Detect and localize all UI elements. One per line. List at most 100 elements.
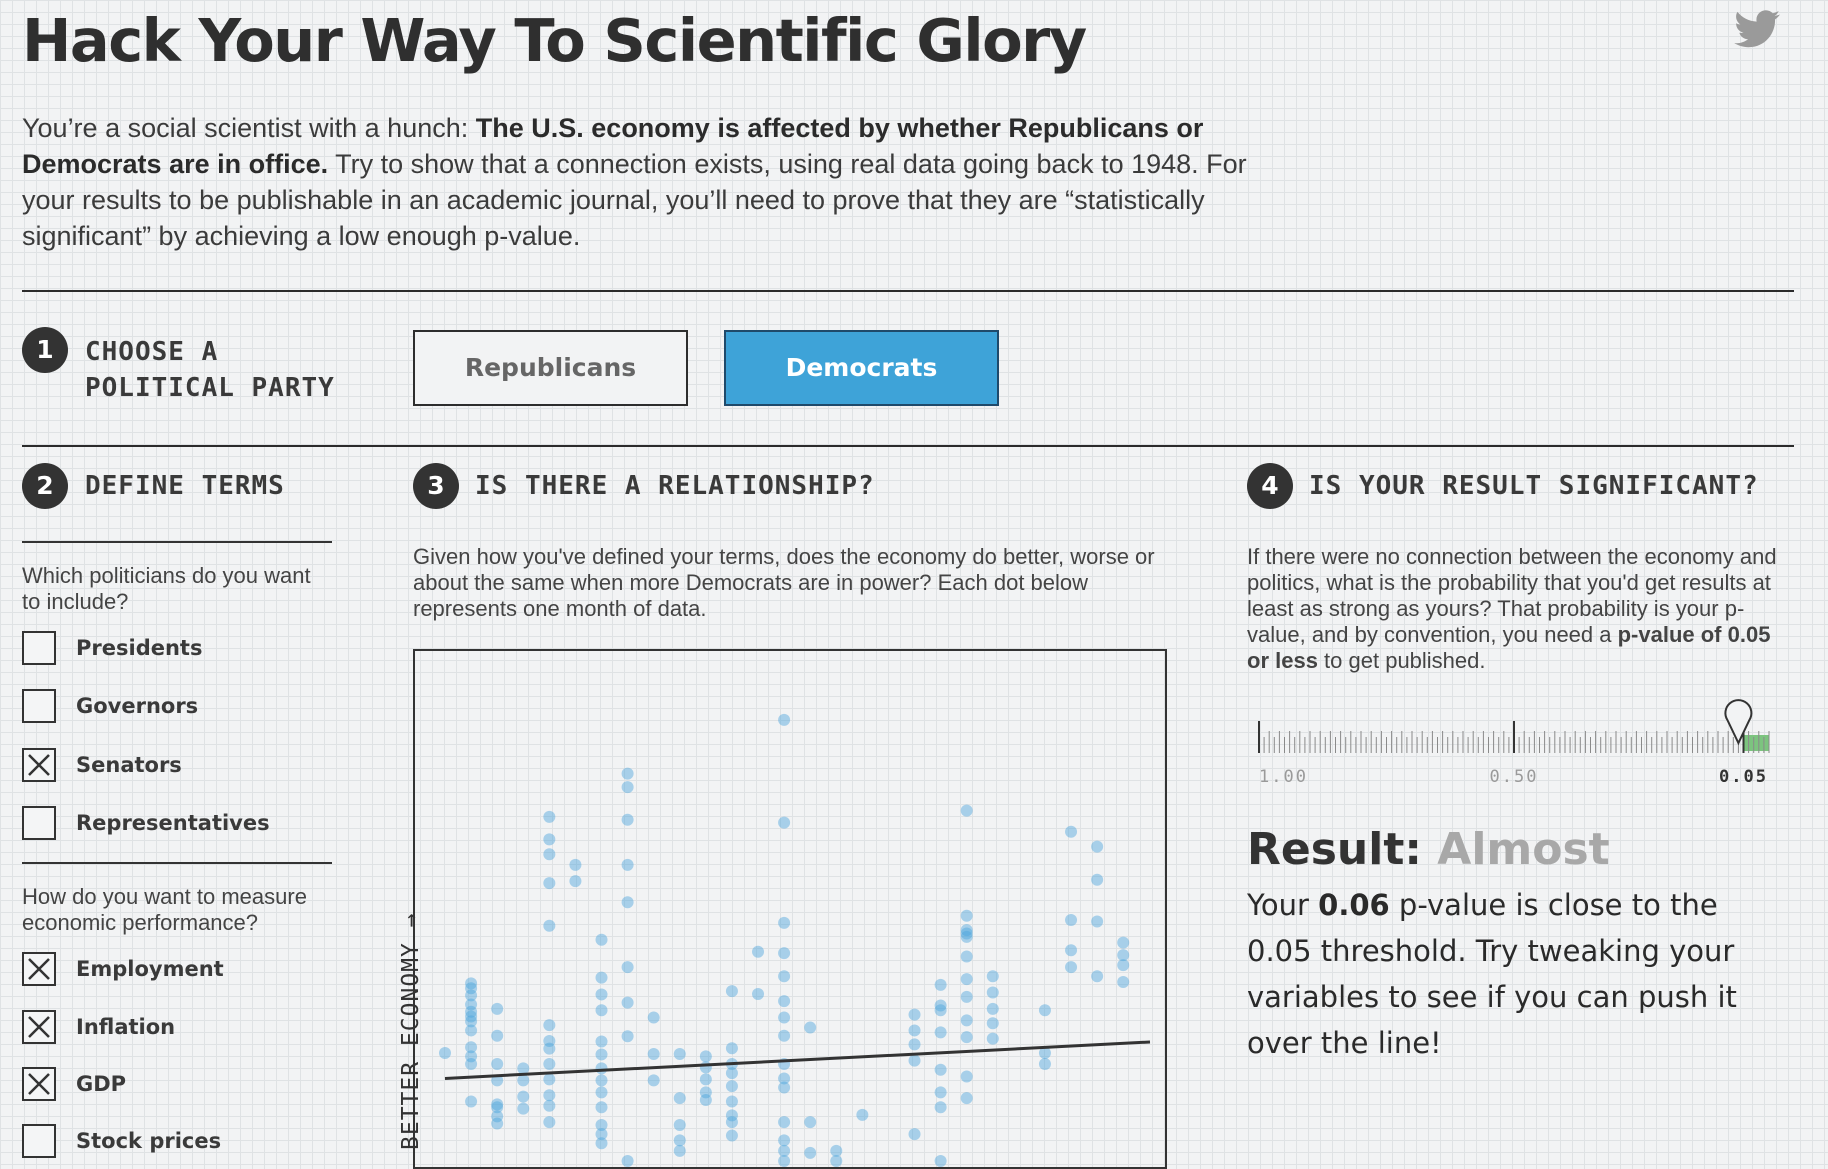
intro-paragraph: You’re a social scientist with a hunch: … [22,110,1262,254]
scatter-point [595,933,608,946]
scatter-point [1091,873,1104,886]
result-message: Your 0.06 p-value is close to the 0.05 t… [1247,882,1787,1066]
inflation-checkbox[interactable] [22,1010,56,1044]
divider [22,541,332,543]
gdp-label: GDP [76,1072,127,1096]
scatter-point [1038,1058,1051,1071]
stock-prices-checkbox[interactable] [22,1124,56,1158]
scatter-point [960,1070,973,1083]
scatter-point [986,1032,999,1045]
step-1-number: 1 [22,327,68,373]
scatter-point [778,713,791,726]
step-3-number: 3 [413,463,459,509]
scatter-point [1091,970,1104,983]
scatter-point [491,1098,504,1111]
intro-lead: You’re a social scientist with a hunch: [22,113,476,143]
scatter-point [1038,1004,1051,1017]
scatter-point [778,916,791,929]
stock-prices-label: Stock prices [76,1129,222,1153]
scatter-point [1091,840,1104,853]
republicans-button[interactable]: Republicans [413,330,688,406]
scatter-point [1065,825,1078,838]
scatter-point [439,1047,451,1059]
scatter-point [543,1073,556,1086]
scatter-point [778,947,791,960]
employment-checkbox[interactable] [22,952,56,986]
scatter-point [517,1090,530,1103]
scale-label: 0.50 [1490,767,1539,787]
divider [22,862,332,864]
scatter-point [543,833,556,846]
scatter-point [986,1002,999,1015]
result-label: Result: [1247,824,1422,875]
scatter-point [543,877,556,890]
scatter-point [778,1144,791,1157]
map-pin-icon [1724,699,1753,746]
scale-label: 0.05 [1719,767,1768,787]
scatter-point [699,1050,712,1063]
scatter-point [960,1031,973,1044]
scatter-point [778,816,791,829]
scatter-point [804,1116,817,1129]
scatter-point [595,1119,608,1131]
scatter-point [595,988,608,1001]
scatter-point [491,1101,504,1114]
governors-checkbox[interactable] [22,689,56,723]
scatter-point [778,1029,791,1042]
scatter-point [621,781,634,794]
scatter-point [830,1155,843,1167]
scatter-point [986,986,999,999]
scatter-point [621,996,634,1009]
scatter-point [595,1074,608,1087]
scatter-point [960,973,973,986]
scatter-point [543,1099,556,1112]
x-mark-icon [28,1016,50,1038]
scatter-point [725,1129,738,1142]
senators-checkbox[interactable] [22,748,56,782]
x-mark-icon [28,754,50,776]
twitter-icon[interactable] [1734,10,1780,48]
scatter-point [934,1086,947,1099]
scatter-point [804,1146,817,1159]
section-divider [22,445,1794,447]
scatter-point [491,1117,504,1130]
scatter-point [517,1102,530,1115]
scatter-point [595,1128,608,1141]
presidents-label: Presidents [76,636,203,660]
scatter-point [543,1116,556,1129]
scatter-point [647,1074,660,1087]
scatter-point [778,995,791,1008]
scatter-point [465,1095,478,1108]
scatter-point [960,909,973,922]
gdp-checkbox[interactable] [22,1067,56,1101]
presidents-checkbox[interactable] [22,631,56,665]
scatter-point [960,930,973,943]
step-4-description: If there were no connection between the … [1247,544,1787,674]
scatter-point [621,813,634,826]
scatter-point [1117,936,1130,949]
employment-label: Employment [76,957,224,981]
scatter-point [621,1030,634,1043]
democrats-button[interactable]: Democrats [724,330,999,406]
governors-label: Governors [76,694,199,718]
scatter-point [960,924,973,937]
scatter-point [595,1137,608,1150]
scatter-point [960,990,973,1003]
result-body-pre: Your [1247,888,1319,922]
scatter-point [543,848,556,861]
scatter-point [543,1042,556,1055]
scatter-point [673,1144,686,1157]
scatter-point [856,1108,869,1121]
scatter-point [778,1072,791,1085]
y-axis-label: BETTER ECONOMY → [398,912,424,1150]
scatter-point [934,1063,947,1076]
step-3-title: IS THERE A RELATIONSHIP? [475,471,875,501]
representatives-checkbox[interactable] [22,806,56,840]
scatter-point [673,1092,686,1105]
significance-zone [1743,735,1769,751]
scatter-point [465,1058,478,1071]
scatter-point [960,804,973,817]
step-3-description: Given how you've defined your terms, doe… [413,544,1155,621]
scatter-point [647,1047,660,1060]
x-mark-icon [28,958,50,980]
